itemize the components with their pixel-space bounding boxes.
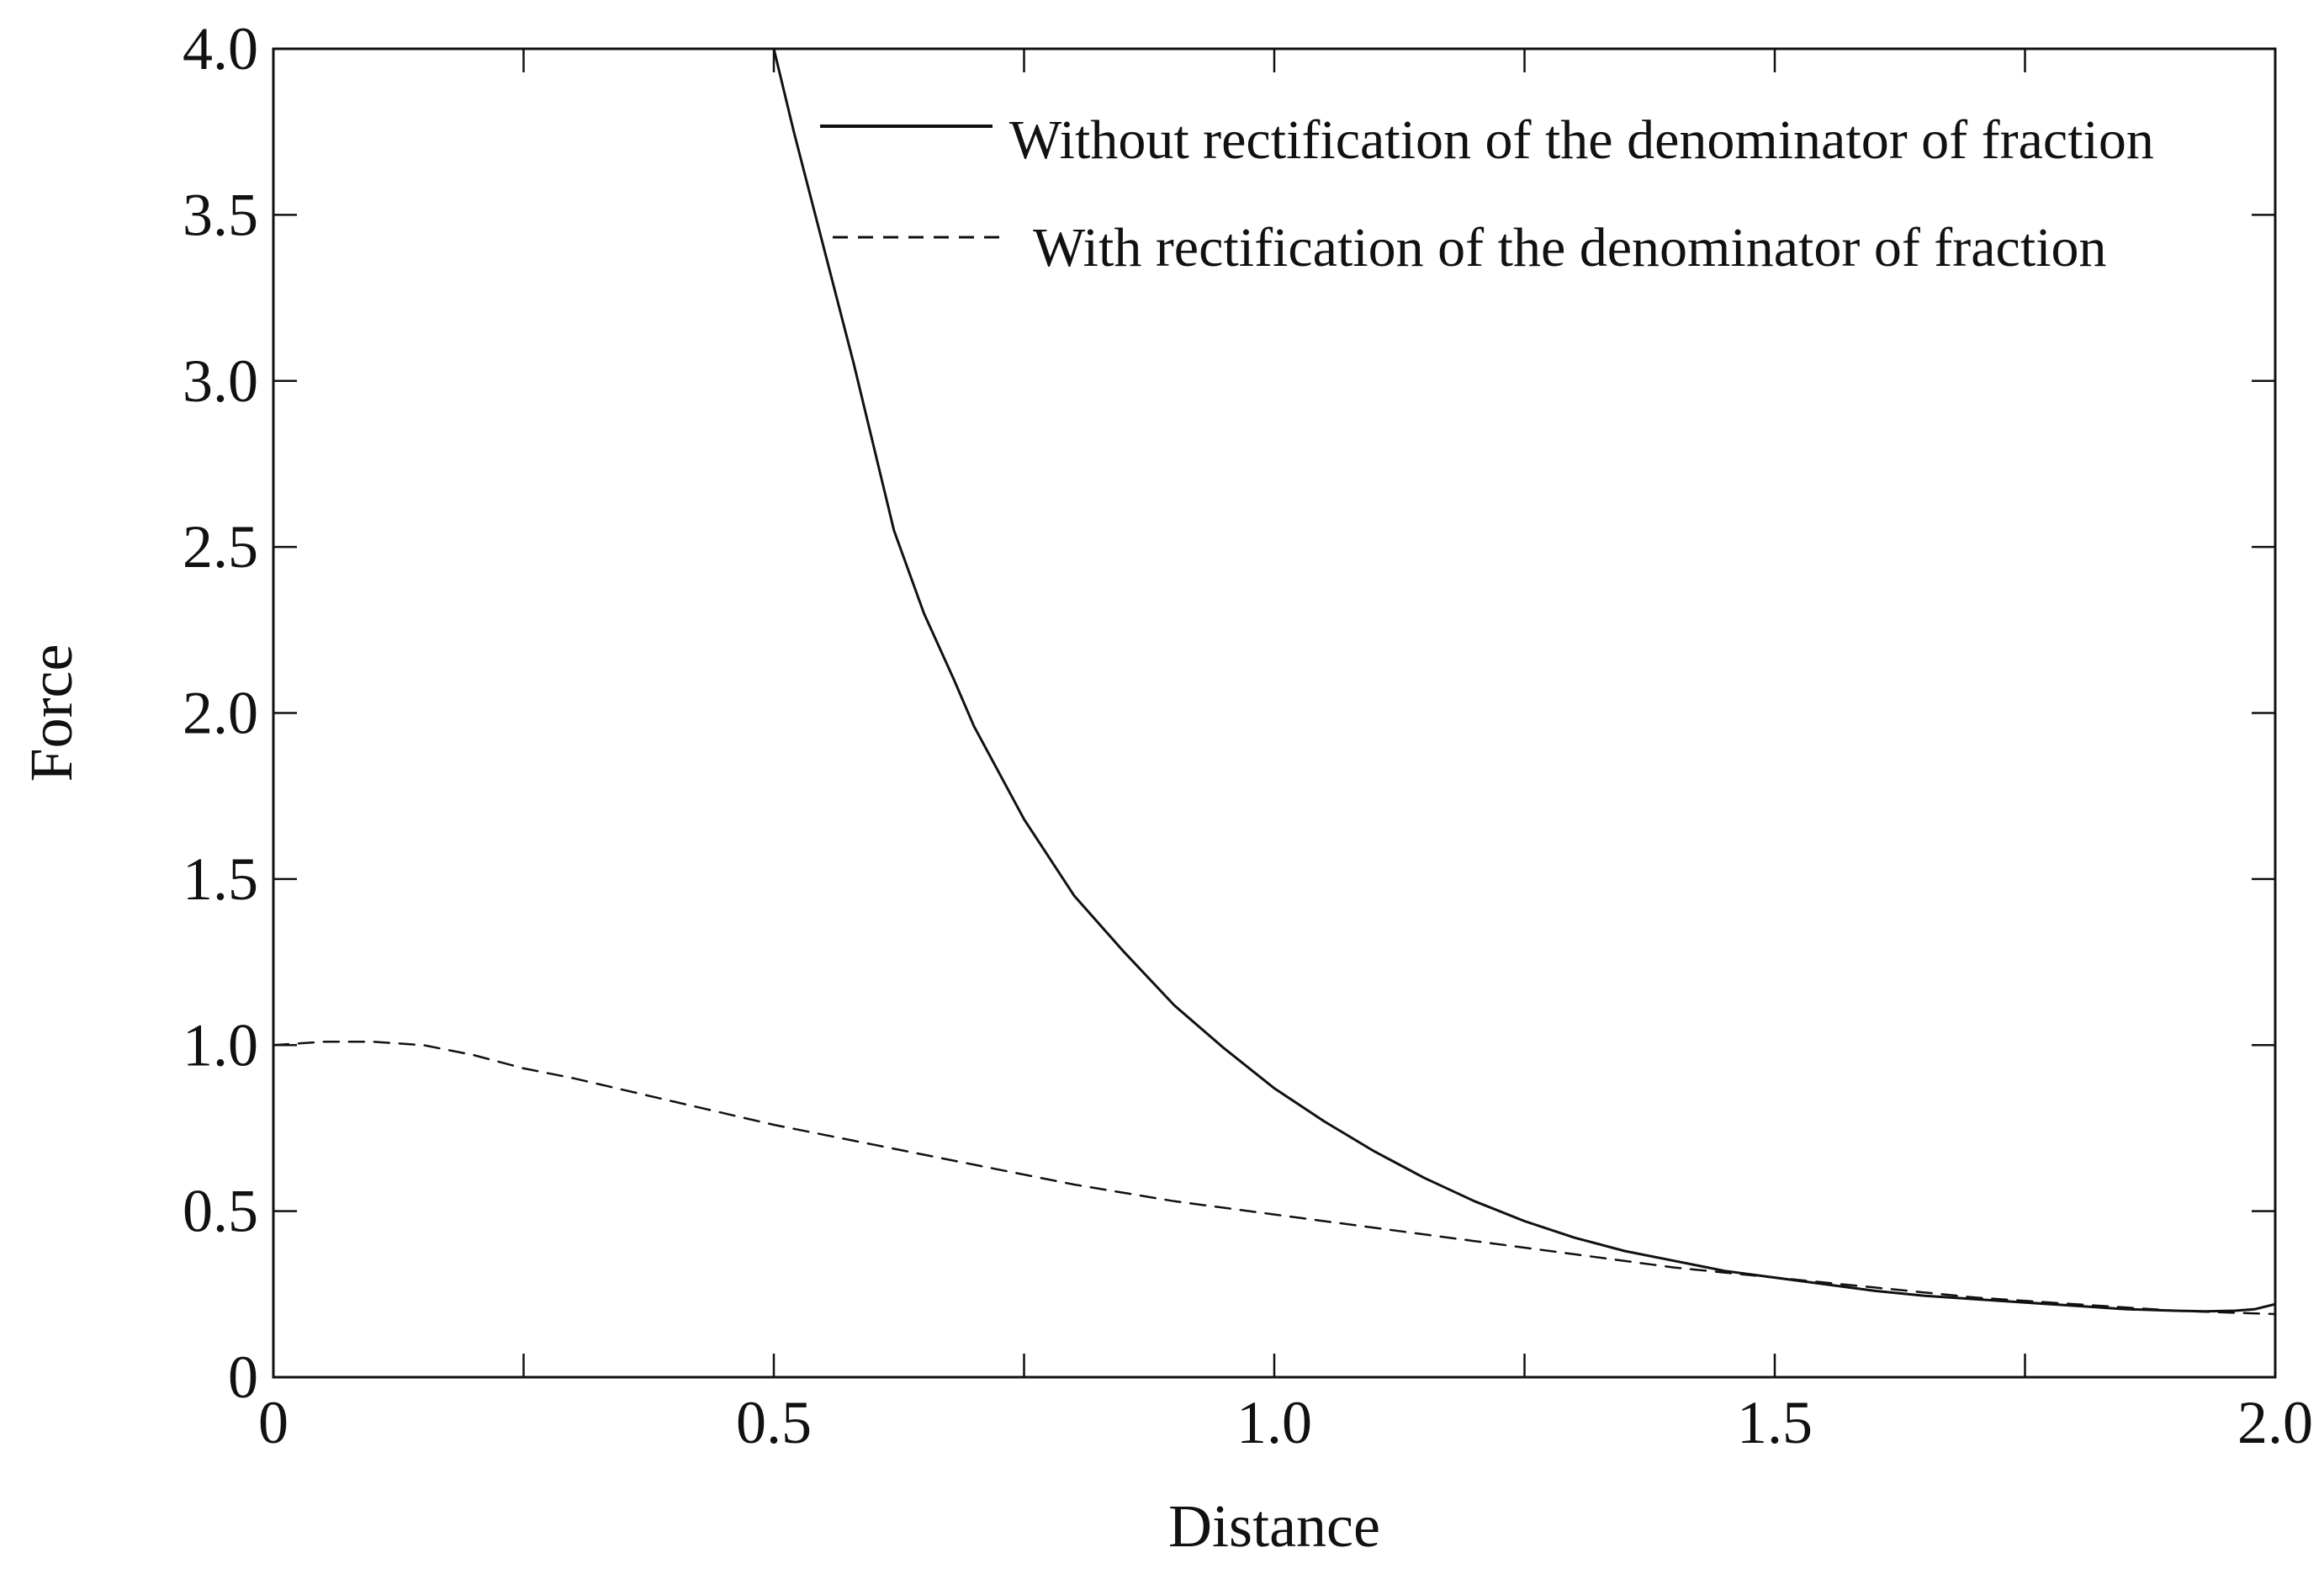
- y-tick-label: 1.0: [183, 1011, 258, 1079]
- x-tick-label: 2.0: [2237, 1389, 2313, 1456]
- series-line-with-rectification: [272, 1041, 2277, 1316]
- tick-labels: 0 0.5 1.0 1.5 2.0 0 0.5 1.0 1.5 2.0 2.5 3.0 3.5 4.0: [183, 15, 2313, 1456]
- y-tick-label: 4.0: [183, 15, 258, 82]
- series-layer: [272, 47, 2277, 1316]
- y-tick-label: 1.5: [183, 845, 258, 913]
- y-tick-label: 3.0: [183, 347, 258, 415]
- y-tick-label: 2.5: [183, 513, 258, 580]
- x-tick-label: 0: [258, 1389, 289, 1456]
- y-tick-label: 3.5: [183, 181, 258, 248]
- x-tick-label: 1.0: [1236, 1389, 1312, 1456]
- x-tick-label: 1.5: [1737, 1389, 1813, 1456]
- plot-frame: [272, 47, 2277, 1379]
- y-tick-label: 2.0: [183, 680, 258, 747]
- legend-label-with-rectification: With rectification of the denominator of…: [1033, 217, 2107, 278]
- series-line-without-rectification: [772, 47, 2277, 1313]
- legend-label-without-rectification: Without rectification of the denominator…: [1009, 109, 2154, 171]
- legend: Without rectification of the denominator…: [820, 109, 2154, 278]
- x-axis-title: Distance: [1168, 1492, 1380, 1560]
- y-axis-title: Force: [18, 644, 85, 782]
- y-tick-label: 0: [228, 1344, 258, 1411]
- y-tick-label: 0.5: [183, 1178, 258, 1245]
- x-tick-label: 0.5: [736, 1389, 812, 1456]
